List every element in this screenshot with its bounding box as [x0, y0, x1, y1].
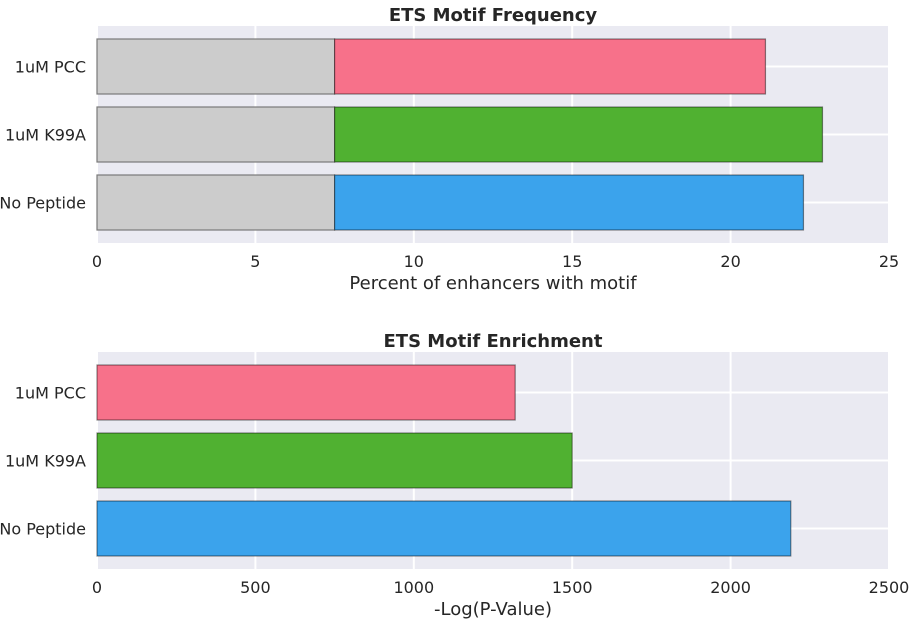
enrichment-chart-title: ETS Motif Enrichment [384, 331, 603, 352]
enrichment-category-label: 1uM PCC [15, 384, 86, 403]
enrichment-x-tick-label: 500 [240, 578, 271, 597]
enrichment-bars [96, 364, 792, 557]
frequency-chart-title: ETS Motif Frequency [389, 5, 598, 26]
frequency-category-label: No Peptide [0, 194, 86, 213]
frequency-x-tick-label: 10 [404, 252, 424, 271]
enrichment-x-tick-label: 2000 [710, 578, 751, 597]
enrichment-category-label: 1uM K99A [5, 452, 86, 471]
frequency-bar-value [334, 174, 805, 231]
enrichment-x-axis-label: -Log(P-Value) [434, 599, 552, 620]
frequency-x-axis-label: Percent of enhancers with motif [349, 273, 637, 294]
enrichment-x-tick-label: 1500 [552, 578, 593, 597]
enrichment-x-tick-label: 0 [92, 578, 102, 597]
frequency-x-tick-label: 5 [250, 252, 260, 271]
frequency-x-tick-labels: 0 5 10 15 20 25 [92, 252, 899, 271]
frequency-bar-value [334, 106, 824, 163]
enrichment-category-label: No Peptide [0, 520, 86, 539]
enrichment-category-labels: 1uM PCC 1uM K99A No Peptide [0, 384, 86, 539]
enrichment-x-tick-labels: 0 500 1000 1500 2000 2500 [92, 578, 909, 597]
frequency-x-tick-label: 25 [879, 252, 899, 271]
enrichment-bar-value [96, 364, 516, 421]
frequency-category-labels: 1uM PCC 1uM K99A No Peptide [0, 58, 86, 213]
frequency-x-tick-label: 20 [720, 252, 740, 271]
enrichment-bar-value [96, 432, 573, 489]
frequency-x-tick-label: 0 [92, 252, 102, 271]
frequency-bars [96, 38, 824, 231]
frequency-category-label: 1uM K99A [5, 126, 86, 145]
frequency-bar-baseline [96, 38, 336, 95]
frequency-bar-baseline [96, 174, 336, 231]
enrichment-bar-value [96, 500, 792, 557]
enrichment-chart: 1uM PCC 1uM K99A No Peptide 0 500 1000 1500 20… [0, 331, 909, 620]
frequency-bar-baseline [96, 106, 336, 163]
enrichment-x-tick-label: 2500 [869, 578, 910, 597]
frequency-bar-value [334, 38, 767, 95]
frequency-chart: 1uM PCC 1uM K99A No Peptide 0 5 10 15 20 25 ETS… [0, 5, 899, 294]
frequency-x-tick-label: 15 [562, 252, 582, 271]
enrichment-x-tick-label: 1000 [393, 578, 434, 597]
frequency-category-label: 1uM PCC [15, 58, 86, 77]
